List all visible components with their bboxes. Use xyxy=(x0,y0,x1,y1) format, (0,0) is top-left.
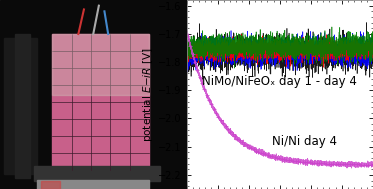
Text: Ni/Ni day 4: Ni/Ni day 4 xyxy=(272,135,337,148)
Bar xyxy=(37,180,149,189)
Bar xyxy=(4,38,37,174)
Bar xyxy=(34,166,160,181)
Bar xyxy=(41,181,60,189)
Bar xyxy=(52,34,149,95)
Bar xyxy=(15,34,30,178)
Text: NiMo/NiFeOₓ day 1 - day 4: NiMo/NiFeOₓ day 1 - day 4 xyxy=(202,75,357,88)
Y-axis label: potential $E$$-$$iR$ [V]: potential $E$$-$$iR$ [V] xyxy=(141,47,155,142)
Bar xyxy=(52,34,149,170)
